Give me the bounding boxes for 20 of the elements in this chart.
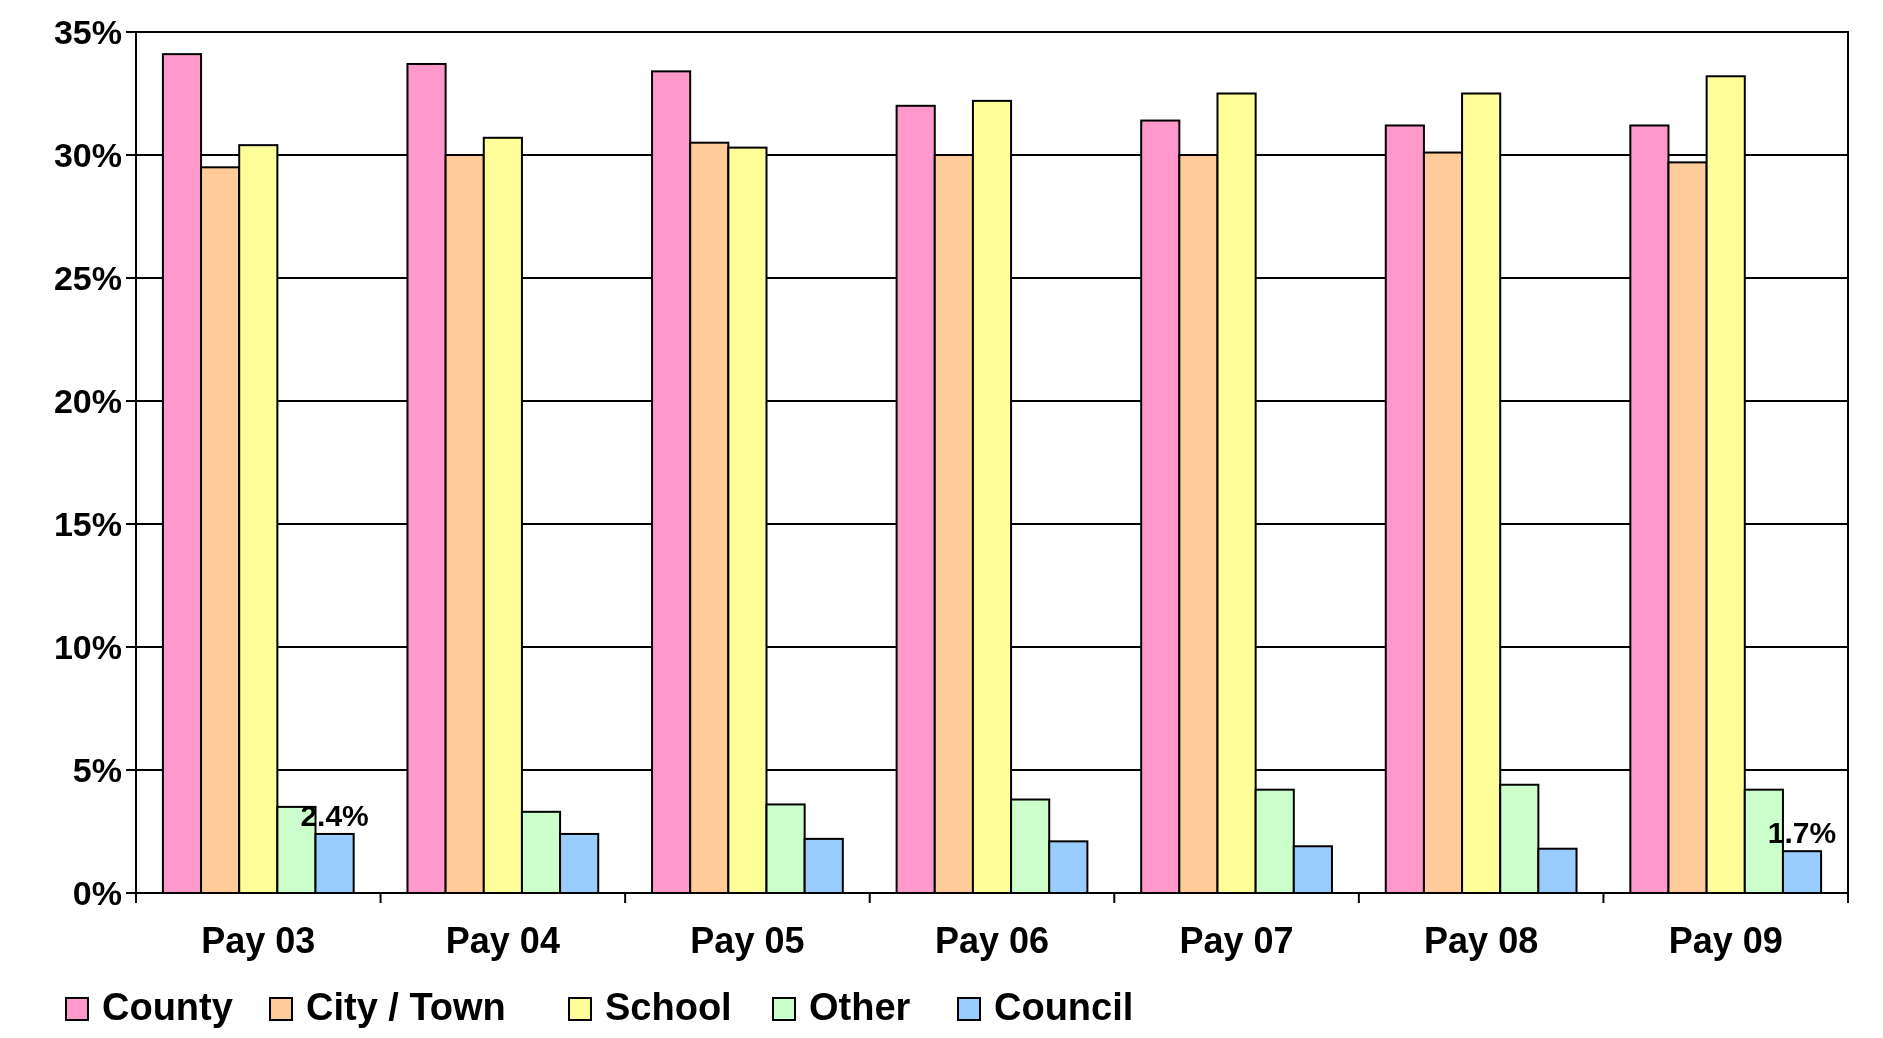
y-tick-label: 25%	[53, 258, 122, 297]
y-tick-label: 30%	[53, 135, 122, 174]
legend-label: Council	[994, 986, 1134, 1028]
y-tick-label: 5%	[72, 750, 122, 789]
legend-label: School	[605, 986, 732, 1028]
x-tick-label: Pay 03	[201, 920, 316, 961]
x-tick-label: Pay 05	[690, 920, 805, 961]
y-tick-label: 10%	[53, 627, 122, 666]
x-tick-label: Pay 07	[1179, 920, 1294, 961]
legend-label: County	[102, 986, 233, 1028]
y-tick-label: 20%	[53, 381, 122, 420]
x-tick-label: Pay 09	[1668, 920, 1783, 961]
y-tick-label: 35%	[53, 12, 122, 51]
x-tick-label: Pay 06	[934, 920, 1050, 961]
y-tick-label: 15%	[53, 504, 122, 543]
x-tick-label: Pay 08	[1424, 920, 1539, 961]
legend-label: Other	[809, 986, 911, 1028]
y-tick-label: 0%	[72, 873, 122, 912]
x-tick-label: Pay 04	[445, 920, 560, 961]
legend-label: City / Town	[306, 986, 506, 1028]
